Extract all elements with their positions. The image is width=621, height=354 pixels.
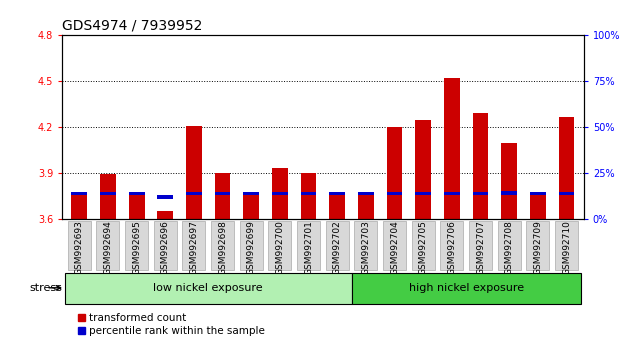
Bar <box>530 193 546 219</box>
Text: GSM992704: GSM992704 <box>390 221 399 275</box>
Text: GSM992694: GSM992694 <box>104 221 112 275</box>
Bar <box>301 192 317 195</box>
Text: GSM992695: GSM992695 <box>132 221 141 275</box>
Bar <box>387 192 402 195</box>
Bar <box>527 221 550 270</box>
Text: stress: stress <box>30 283 63 293</box>
Bar <box>469 221 492 270</box>
Bar <box>211 221 234 270</box>
Text: GDS4974 / 7939952: GDS4974 / 7939952 <box>62 19 202 33</box>
Bar <box>530 192 546 195</box>
Text: GSM992701: GSM992701 <box>304 221 313 275</box>
Text: GSM992705: GSM992705 <box>419 221 428 275</box>
Bar <box>555 221 578 270</box>
Bar <box>412 221 435 270</box>
Bar <box>440 221 463 270</box>
Bar <box>243 193 259 219</box>
Legend: transformed count, percentile rank within the sample: transformed count, percentile rank withi… <box>78 313 265 336</box>
Bar <box>301 173 317 219</box>
Bar <box>329 193 345 219</box>
Bar <box>444 192 460 195</box>
Bar <box>186 192 202 195</box>
Text: GSM992699: GSM992699 <box>247 221 256 275</box>
Bar <box>415 120 431 219</box>
Bar <box>100 192 116 195</box>
Bar <box>387 127 402 219</box>
Bar <box>272 168 288 219</box>
Text: GSM992707: GSM992707 <box>476 221 485 275</box>
Text: GSM992708: GSM992708 <box>505 221 514 275</box>
Bar <box>355 221 378 270</box>
Text: GSM992709: GSM992709 <box>533 221 542 275</box>
Bar <box>243 192 259 195</box>
Bar <box>559 117 574 219</box>
Bar <box>326 221 349 270</box>
Bar <box>268 221 291 270</box>
Bar <box>559 192 574 195</box>
Bar <box>297 221 320 270</box>
Bar <box>100 174 116 219</box>
Bar <box>129 193 145 219</box>
Bar <box>71 192 87 195</box>
Text: GSM992697: GSM992697 <box>189 221 199 275</box>
Bar <box>501 191 517 195</box>
Text: high nickel exposure: high nickel exposure <box>409 283 524 293</box>
Bar <box>68 221 91 270</box>
Text: GSM992703: GSM992703 <box>361 221 370 275</box>
Text: GSM992702: GSM992702 <box>333 221 342 275</box>
Text: GSM992696: GSM992696 <box>161 221 170 275</box>
Bar <box>473 192 489 195</box>
Bar <box>157 211 173 219</box>
Bar <box>473 113 489 219</box>
Bar <box>351 273 581 304</box>
Bar <box>383 221 406 270</box>
Bar <box>65 273 351 304</box>
Bar <box>183 221 206 270</box>
Bar <box>240 221 263 270</box>
Text: GSM992700: GSM992700 <box>276 221 284 275</box>
Bar <box>154 221 177 270</box>
Bar <box>358 193 374 219</box>
Text: GSM992693: GSM992693 <box>75 221 84 275</box>
Text: GSM992710: GSM992710 <box>562 221 571 275</box>
Bar <box>186 126 202 219</box>
Text: GSM992698: GSM992698 <box>218 221 227 275</box>
Bar <box>125 221 148 270</box>
Bar <box>129 192 145 195</box>
Bar <box>415 192 431 195</box>
Text: GSM992706: GSM992706 <box>447 221 456 275</box>
Bar <box>501 143 517 219</box>
Bar <box>215 173 230 219</box>
Bar <box>157 195 173 199</box>
Bar <box>71 193 87 219</box>
Text: low nickel exposure: low nickel exposure <box>153 283 263 293</box>
Bar <box>498 221 520 270</box>
Bar <box>272 192 288 195</box>
Bar <box>329 192 345 195</box>
Bar <box>444 78 460 219</box>
Bar <box>215 192 230 195</box>
Bar <box>96 221 119 270</box>
Bar <box>358 192 374 195</box>
